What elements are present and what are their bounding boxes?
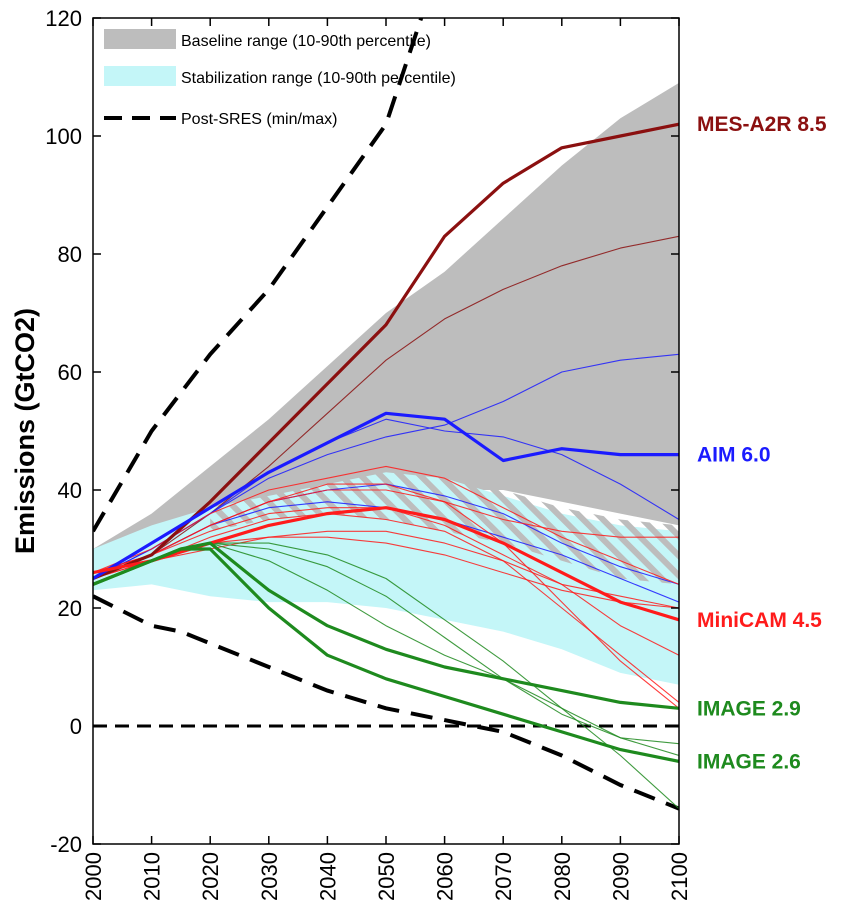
x-tick-label: 2040 (315, 852, 340, 901)
mes-scenario-line-0 (93, 235, 679, 580)
x-tick-label: 2030 (257, 852, 282, 901)
legend-label: Post-SRES (min/max) (181, 111, 337, 128)
minicam-scenario-line-5 (93, 465, 679, 585)
reference-lines (93, 18, 679, 811)
x-tick-label: 2020 (198, 852, 223, 901)
image-2-9-label: IMAGE 2.9 (697, 697, 801, 720)
post-sres-max-line (93, 18, 424, 533)
x-tick-label: 2070 (491, 852, 516, 901)
legend-label: Baseline range (10-90th percentile) (181, 33, 431, 50)
overlap-hatched-band (210, 472, 679, 585)
y-tick-label: -20 (50, 832, 82, 857)
scenario-lines (93, 122, 679, 810)
x-tick-label: 2000 (81, 852, 106, 901)
image-2-6-label: IMAGE 2.6 (697, 750, 801, 773)
aim-6-0-label: AIM 6.0 (697, 444, 771, 467)
legend-label: Stabilization range (10-90th percentile) (181, 70, 456, 87)
y-tick-label: 120 (45, 6, 82, 31)
minicam-4-5-label: MiniCAM 4.5 (697, 609, 822, 632)
x-tick-label: 2010 (140, 852, 165, 901)
legend-swatch (104, 29, 176, 49)
y-tick-label: 80 (58, 242, 82, 267)
minicam-scenario-line-9 (93, 513, 679, 703)
minicam-scenario-line-10 (93, 530, 679, 609)
y-tick-label: 20 (58, 596, 82, 621)
x-tick-label: 2080 (550, 852, 575, 901)
x-tick-label: 2090 (608, 852, 633, 901)
minicam-scenario-line-11 (93, 483, 679, 709)
post-sres-min-line (93, 594, 679, 811)
aim-6-0-line (93, 411, 679, 581)
legend: Baseline range (10-90th percentile) Stabi… (104, 29, 456, 128)
y-axis-title: Emissions (GtCO2) (10, 308, 40, 554)
y-tick-label: 60 (58, 360, 82, 385)
mes-a2r-8-5-label: MES-A2R 8.5 (697, 113, 827, 136)
x-tick-label: 2100 (667, 852, 692, 901)
image-2-6-line (93, 547, 679, 764)
y-tick-label: 40 (58, 478, 82, 503)
series-labels: MES-A2R 8.5 AIM 6.0 MiniCAM 4.5 IMAGE 2.9 IM… (697, 113, 827, 773)
x-tick-label: 2050 (374, 852, 399, 901)
x-tick-label: 2060 (433, 852, 458, 901)
legend-swatch (104, 66, 176, 86)
y-tick-label: 0 (70, 714, 82, 739)
y-tick-label: 100 (45, 124, 82, 149)
